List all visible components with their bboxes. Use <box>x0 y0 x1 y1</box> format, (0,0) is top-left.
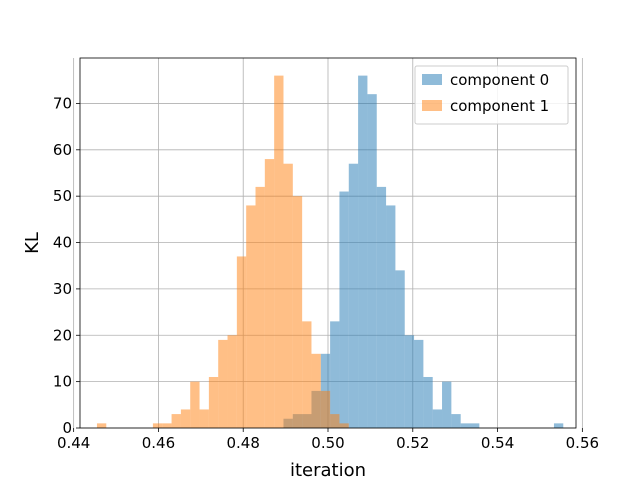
y-tick-label: 30 <box>53 280 72 298</box>
legend-label: component 1 <box>450 97 549 115</box>
histogram-bar-series-1 <box>190 381 200 428</box>
legend: component 0 component 1 <box>414 65 569 125</box>
x-tick-label: 0.54 <box>481 434 514 452</box>
histogram-bar-series-0 <box>339 191 349 428</box>
y-axis-label: KL <box>22 232 43 254</box>
x-axis-label: iteration <box>290 460 366 480</box>
histogram-bar-series-0 <box>376 186 387 428</box>
histogram-bar-series-0 <box>330 321 340 428</box>
x-tick-label: 0.56 <box>566 434 599 452</box>
x-tick-label: 0.52 <box>396 434 429 452</box>
y-tick-label: 60 <box>53 141 72 159</box>
histogram-bar-series-0 <box>442 381 452 428</box>
legend-swatch <box>422 74 442 85</box>
histogram-bar-series-1 <box>255 186 265 428</box>
histogram-bar-series-1 <box>227 335 237 428</box>
legend-box <box>414 65 569 125</box>
histogram-bar-series-1 <box>339 423 349 428</box>
histogram-bar-series-0 <box>395 270 405 428</box>
y-tick-label: 50 <box>53 187 72 205</box>
histogram-bar-series-0 <box>423 376 433 428</box>
histogram-bar-series-1 <box>218 339 228 428</box>
histogram-bar-series-1 <box>283 163 293 428</box>
histogram-bar-series-1 <box>264 159 275 428</box>
histogram-bar-series-0 <box>470 423 480 428</box>
bars <box>96 75 564 429</box>
histogram-bar-series-1 <box>302 321 312 428</box>
histogram-bar-series-1 <box>320 390 331 428</box>
y-tick-label: 0 <box>62 419 72 437</box>
x-tick-label: 0.48 <box>227 434 260 452</box>
histogram-bar-series-1 <box>162 423 172 428</box>
x-tick-label: 0.50 <box>311 434 344 452</box>
histogram-bar-series-0 <box>553 423 564 428</box>
histogram-bar-series-1 <box>274 75 284 428</box>
histogram-bar-series-1 <box>246 205 256 428</box>
histogram-bar-series-1 <box>236 256 247 428</box>
legend-swatch <box>422 100 442 111</box>
histogram-bar-series-0 <box>348 163 359 428</box>
histogram-bar-series-0 <box>386 205 396 428</box>
y-tick-label: 10 <box>53 373 72 391</box>
histogram-bar-series-0 <box>414 339 424 428</box>
x-tick-label: 0.44 <box>57 434 90 452</box>
ticks: 0.44 0.46 0.48 0.50 0.52 0.54 0.56 0 10 20 30 40 50 6… <box>53 94 599 452</box>
histogram-bar-series-0 <box>367 94 377 429</box>
histogram-bar-series-1 <box>292 196 303 428</box>
histogram-bar-series-1 <box>311 353 321 428</box>
histogram-bar-series-0 <box>404 335 415 428</box>
legend-label: component 0 <box>450 71 549 89</box>
histogram-bar-series-1 <box>199 409 209 428</box>
y-tick-label: 20 <box>53 326 72 344</box>
y-tick-label: 70 <box>53 94 72 112</box>
histogram-bar-series-0 <box>358 75 368 428</box>
histogram-bar-series-1 <box>330 414 340 428</box>
histogram-bar-series-1 <box>180 409 191 428</box>
y-tick-label: 40 <box>53 234 72 252</box>
histogram-bar-series-0 <box>432 409 443 428</box>
histogram-bar-series-0 <box>460 423 471 428</box>
histogram-bar-series-1 <box>152 423 163 428</box>
x-tick-label: 0.46 <box>142 434 175 452</box>
histogram-bar-series-1 <box>171 414 181 428</box>
histogram-bar-series-1 <box>208 376 219 428</box>
histogram-bar-series-0 <box>451 414 461 428</box>
histogram-bar-series-1 <box>96 423 107 428</box>
